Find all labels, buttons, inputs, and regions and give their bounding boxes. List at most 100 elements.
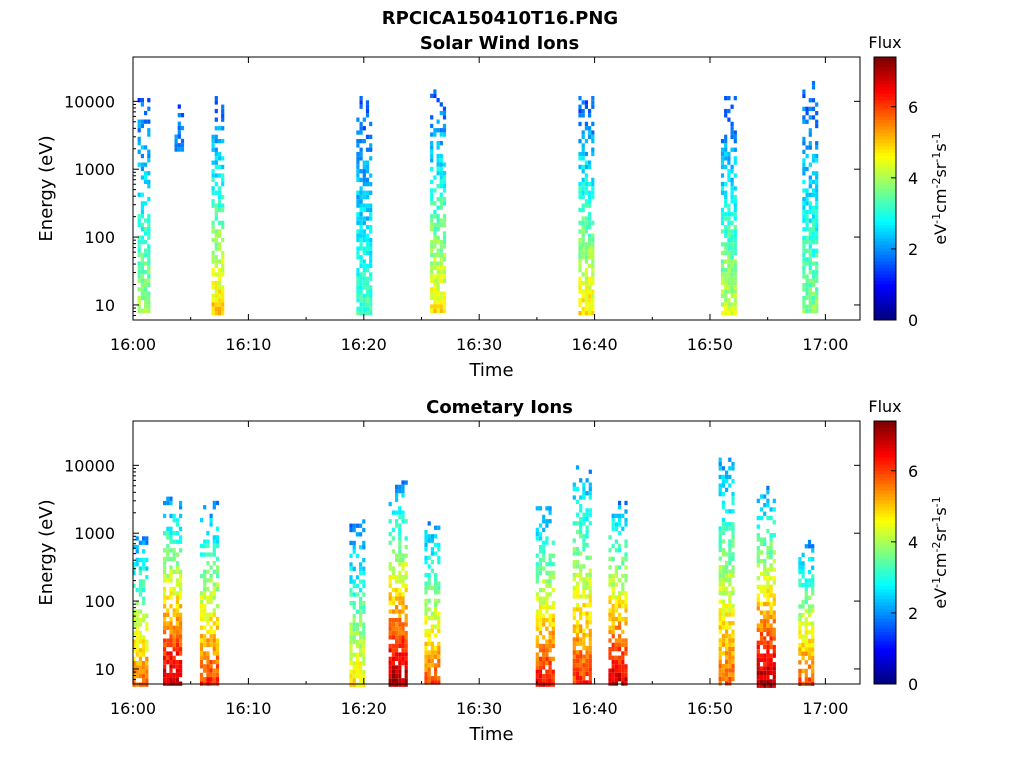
flux-cell (221, 126, 225, 131)
flux-cell (545, 562, 549, 567)
flux-cell (769, 541, 773, 546)
flux-cell (618, 543, 622, 549)
flux-cell (359, 280, 363, 286)
flux-cell (811, 218, 816, 223)
flux-cell (724, 143, 728, 148)
flux-cell (727, 237, 731, 243)
flux-cell (362, 519, 366, 524)
colorbar-segment (874, 490, 896, 494)
flux-cell (144, 218, 148, 223)
colorbar-segment (874, 532, 896, 537)
flux-cell (811, 608, 815, 613)
flux-cell (135, 562, 139, 567)
flux-cell (430, 295, 434, 301)
flux-cell (352, 631, 356, 636)
flux-cell (808, 291, 812, 296)
flux-cell (359, 596, 363, 601)
flux-cell (582, 680, 586, 685)
flux-cell (591, 246, 595, 251)
flux-cell (362, 263, 366, 268)
flux-cell (766, 571, 770, 577)
flux-cell (572, 671, 576, 676)
flux-cell (578, 250, 582, 256)
flux-cell (144, 119, 148, 124)
flux-cell (572, 590, 576, 595)
flux-cell (808, 179, 812, 185)
flux-cell (359, 652, 363, 657)
flux-cell (180, 113, 185, 118)
flux-cell (538, 648, 543, 653)
flux-cell (137, 295, 141, 301)
flux-cell (572, 663, 576, 668)
flux-cell (424, 542, 428, 548)
flux-cell (212, 634, 216, 639)
flux-cell (578, 298, 582, 303)
flux-cell (572, 564, 576, 569)
flux-cell (802, 115, 806, 120)
colorbar-segment (874, 457, 896, 461)
flux-cell (177, 134, 181, 139)
flux-cell (624, 539, 628, 544)
flux-cell (135, 648, 139, 653)
flux-cell (807, 664, 812, 669)
flux-cell (548, 665, 552, 670)
flux-cell (815, 222, 819, 228)
flux-cell (356, 220, 360, 225)
flux-cell (436, 261, 440, 266)
flux-cell (144, 304, 148, 309)
flux-cell (588, 654, 592, 659)
flux-cell (132, 678, 136, 683)
flux-cell (721, 569, 725, 574)
y-tick-label: 1000 (74, 524, 115, 543)
colorbar-segment (874, 185, 896, 189)
flux-cell (581, 306, 585, 311)
flux-cell (430, 192, 434, 197)
flux-cell (733, 207, 737, 213)
flux-cell (535, 527, 539, 532)
flux-cell (733, 306, 737, 311)
flux-cell (137, 222, 141, 227)
flux-cell (436, 265, 440, 270)
flux-cell (140, 214, 144, 219)
flux-cell (611, 634, 615, 639)
flux-cell (356, 306, 360, 311)
flux-cell (199, 638, 204, 643)
flux-cell (542, 540, 546, 545)
flux-cell (437, 620, 441, 625)
flux-cell (721, 651, 725, 656)
flux-cell (147, 282, 151, 288)
flux-cell (728, 676, 732, 682)
flux-cell (608, 647, 612, 652)
flux-cell (733, 194, 737, 200)
y-tick-label: 100 (84, 228, 115, 247)
flux-cell (581, 298, 585, 303)
flux-cell (221, 164, 225, 170)
flux-cell (730, 285, 734, 290)
flux-cell (427, 585, 431, 591)
flux-cell (137, 98, 141, 103)
flux-cell (611, 513, 615, 518)
flux-cell (404, 618, 408, 623)
flux-cell (388, 600, 392, 606)
flux-cell (759, 550, 764, 555)
flux-cell (731, 543, 735, 548)
flux-cell (588, 577, 592, 582)
flux-cell (756, 666, 760, 671)
flux-cell (588, 212, 592, 217)
flux-cell (362, 644, 366, 649)
flux-cell (138, 579, 142, 584)
flux-cell (442, 218, 447, 223)
flux-cell (730, 182, 734, 187)
flux-cell (221, 311, 225, 316)
flux-cell (211, 293, 215, 299)
flux-cell (144, 287, 148, 292)
flux-cell (808, 141, 812, 146)
flux-cell (388, 635, 392, 640)
flux-cell (388, 566, 392, 571)
flux-cell (430, 534, 434, 539)
x-tick-label: 16:50 (687, 335, 733, 354)
flux-cell (369, 121, 373, 127)
flux-cell (359, 678, 363, 683)
flux-cell (721, 612, 725, 617)
flux-cell (437, 585, 441, 591)
